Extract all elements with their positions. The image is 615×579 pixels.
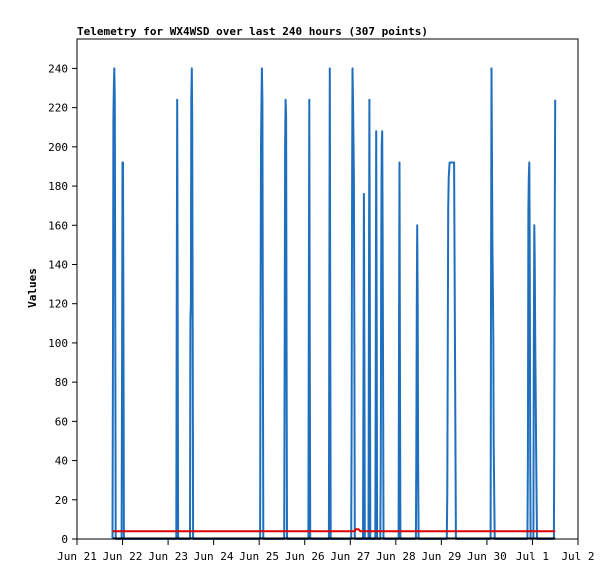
chart-title: Telemetry for WX4WSD over last 240 hours… — [77, 25, 428, 38]
y-tick-label: 140 — [48, 258, 68, 271]
y-tick-label: 0 — [61, 533, 68, 546]
x-axis: Jun 21 Jun 22 Jun 23 Jun 24 Jun 25 Jun 26 Jun … — [57, 539, 595, 563]
y-tick-label: 200 — [48, 141, 68, 154]
x-tick-label: Jun 26 — [285, 550, 325, 563]
plot-area — [76, 38, 579, 540]
x-tick-label: Jun 27 — [330, 550, 370, 563]
x-tick-label: Jun 28 — [376, 550, 416, 563]
x-tick-label: Jul 2 — [561, 550, 594, 563]
x-tick-label: Jun 25 — [239, 550, 279, 563]
x-tick-label: Jun 24 — [194, 550, 234, 563]
y-tick-label: 60 — [55, 415, 68, 428]
x-tick-label: Jun 23 — [148, 550, 188, 563]
y-tick-label: 120 — [48, 298, 68, 311]
series-layer — [111, 67, 557, 540]
y-tick-label: 180 — [48, 180, 68, 193]
y-tick-label: 20 — [55, 494, 68, 507]
x-tick-label: Jun 22 — [103, 550, 143, 563]
y-axis: 0 20 40 60 80 100 120 140 160 180 200 220 240 — [48, 62, 77, 546]
y-axis-label: Values — [26, 268, 39, 308]
x-tick-label: Jun 21 — [57, 550, 97, 563]
y-tick-label: 80 — [55, 376, 68, 389]
y-tick-label: 40 — [55, 455, 68, 468]
y-tick-label: 160 — [48, 219, 68, 232]
y-tick-label: 100 — [48, 337, 68, 350]
y-tick-label: 240 — [48, 62, 68, 75]
x-tick-label: Jun 29 — [421, 550, 461, 563]
x-tick-label: Jul 1 — [516, 550, 549, 563]
y-tick-label: 220 — [48, 102, 68, 115]
series-line-2 — [112, 528, 556, 533]
x-tick-label: Jun 30 — [467, 550, 507, 563]
